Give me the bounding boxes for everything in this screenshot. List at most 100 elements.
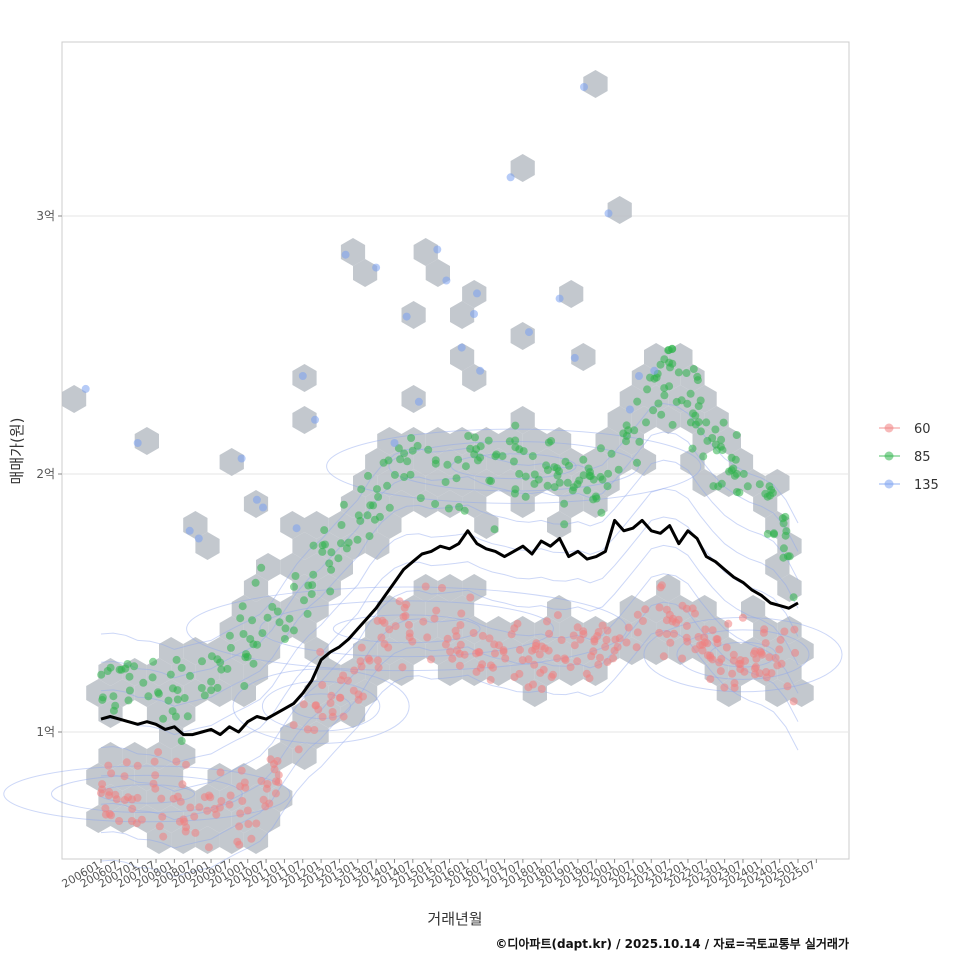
data-point-60 <box>318 712 327 721</box>
data-point-85 <box>396 455 405 464</box>
data-point-85 <box>326 587 335 596</box>
hex-bin <box>413 238 438 266</box>
hex-bin <box>219 448 244 476</box>
data-point-85 <box>275 618 284 627</box>
data-point-60 <box>688 604 697 613</box>
data-point-85 <box>727 466 736 475</box>
legend-key-point <box>884 423 894 433</box>
data-point-60 <box>633 628 642 637</box>
data-point-135 <box>341 250 350 259</box>
hex-bin <box>316 658 341 686</box>
data-point-85 <box>689 409 697 418</box>
hex-bin <box>134 427 159 455</box>
data-point-85 <box>528 452 537 461</box>
data-point-60 <box>327 691 336 700</box>
data-point-135 <box>311 415 319 424</box>
data-point-85 <box>471 433 479 442</box>
hex-bin <box>692 469 717 497</box>
contour-ring <box>3 765 291 823</box>
data-point-85 <box>592 494 601 503</box>
data-point-85 <box>682 369 691 377</box>
data-point-60 <box>438 584 446 592</box>
data-point-135 <box>580 83 588 91</box>
data-point-60 <box>780 627 789 636</box>
data-point-60 <box>257 777 266 785</box>
data-point-60 <box>633 610 642 619</box>
data-point-60 <box>722 643 731 652</box>
data-point-85 <box>732 431 741 439</box>
data-point-60 <box>270 765 279 774</box>
data-point-60 <box>603 626 612 635</box>
data-point-85 <box>603 482 612 491</box>
data-point-85 <box>642 418 650 427</box>
hex-bin <box>437 574 463 602</box>
data-point-85 <box>649 406 658 415</box>
data-point-60 <box>235 822 244 831</box>
data-point-60 <box>377 633 386 642</box>
data-point-85 <box>97 670 106 679</box>
data-point-85 <box>225 631 234 640</box>
data-point-85 <box>665 382 674 391</box>
hex-bin <box>219 616 244 644</box>
data-point-60 <box>240 778 249 787</box>
data-point-60 <box>466 593 475 602</box>
data-point-60 <box>172 757 181 766</box>
data-point-85 <box>327 565 336 574</box>
hex-bin <box>450 595 475 623</box>
data-point-85 <box>248 616 257 625</box>
data-point-85 <box>281 624 290 633</box>
hex-bin <box>741 595 766 623</box>
data-point-85 <box>466 444 475 453</box>
data-point-85 <box>339 500 348 509</box>
data-point-60 <box>169 794 178 803</box>
hex-bin <box>159 763 184 791</box>
data-point-60 <box>310 726 319 734</box>
hex-bin <box>292 532 317 560</box>
data-point-60 <box>659 652 668 661</box>
data-point-85 <box>413 441 422 450</box>
data-point-60 <box>775 645 784 654</box>
data-point-85 <box>763 529 772 538</box>
data-point-85 <box>686 418 695 427</box>
data-point-60 <box>472 667 481 676</box>
hex-bin <box>607 196 632 224</box>
data-point-60 <box>289 721 298 730</box>
data-point-60 <box>499 647 508 656</box>
data-point-60 <box>694 633 703 641</box>
data-point-60 <box>205 791 214 800</box>
data-point-60 <box>777 659 786 668</box>
data-point-85 <box>487 477 495 486</box>
data-point-60 <box>384 643 393 652</box>
data-point-85 <box>373 485 381 494</box>
data-point-60 <box>455 661 464 670</box>
data-point-135 <box>442 276 451 285</box>
data-point-85 <box>172 655 181 664</box>
hex-bin <box>401 301 426 329</box>
hex-bin <box>256 553 281 581</box>
data-point-85 <box>239 630 248 638</box>
data-point-85 <box>543 466 552 474</box>
data-point-85 <box>569 483 578 492</box>
data-point-135 <box>402 312 411 321</box>
data-point-85 <box>490 525 499 534</box>
x-axis-title: 거래년월 <box>427 910 482 928</box>
data-point-60 <box>158 812 167 821</box>
data-point-85 <box>183 712 192 721</box>
data-point-60 <box>343 676 352 685</box>
data-point-135 <box>457 343 466 352</box>
data-point-85 <box>563 478 572 487</box>
data-point-85 <box>337 539 345 548</box>
data-point-85 <box>688 444 697 453</box>
data-point-85 <box>597 508 606 517</box>
data-point-85 <box>584 464 593 473</box>
data-point-85 <box>668 344 677 353</box>
data-point-60 <box>150 757 159 766</box>
data-point-60 <box>430 614 439 623</box>
data-point-85 <box>243 652 252 661</box>
data-point-85 <box>660 391 669 400</box>
data-point-85 <box>257 563 266 572</box>
data-point-85 <box>424 445 433 454</box>
scatter-points <box>81 83 800 852</box>
data-point-85 <box>303 609 312 618</box>
data-point-135 <box>252 495 261 504</box>
